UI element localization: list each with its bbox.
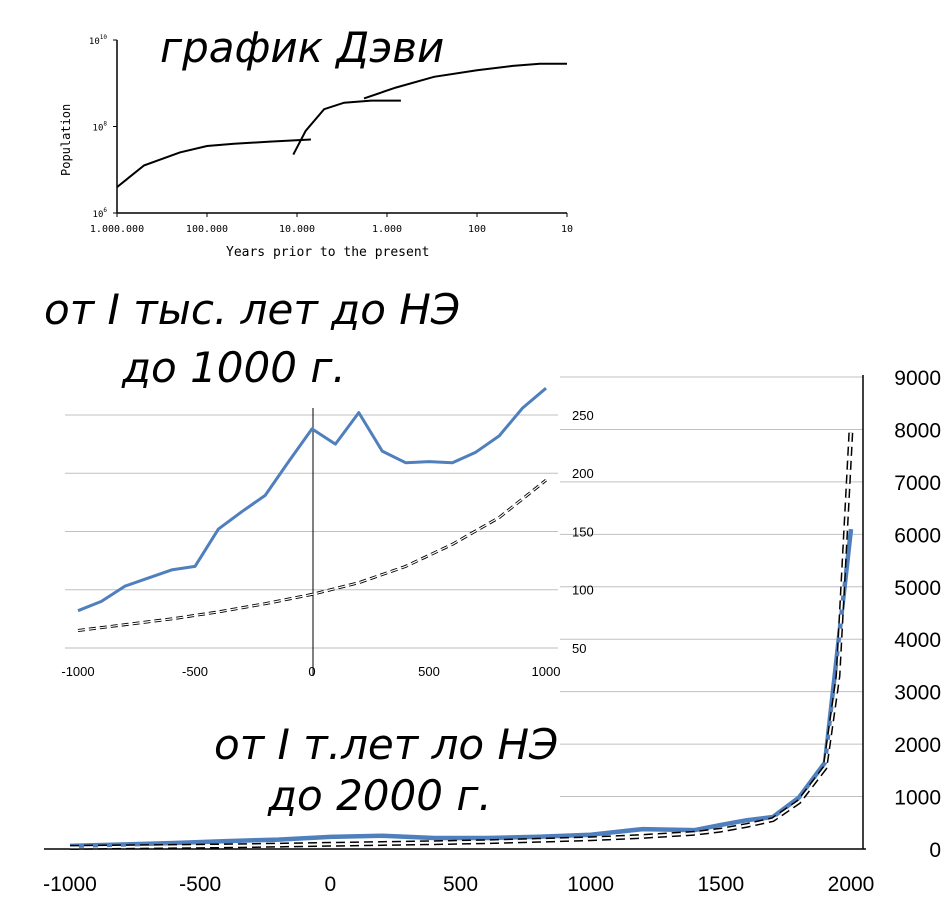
mid-x-tick-label: -500	[182, 664, 208, 679]
davis-y-tick-label: 1010	[89, 34, 107, 47]
full-y-tick-label: 3000	[894, 682, 941, 705]
davis-chart: Population Years prior to the present 1.…	[59, 34, 573, 260]
full-caption-line1: от I т.лет ло НЭ	[214, 720, 558, 769]
mid-solid-series	[77, 387, 547, 613]
full-y-tick-label: 6000	[894, 524, 941, 547]
davis-x-tick-label: 1.000.000	[90, 224, 144, 235]
full-x-tick-label: -500	[179, 873, 221, 896]
davis-y-ticks: 106 108 1010	[89, 34, 117, 220]
full-gridlines	[560, 376, 863, 798]
full-y-ticks: 0 1000 2000 3000 4000 5000 6000 7000 8000 9000	[894, 367, 941, 862]
full-lines	[69, 429, 854, 850]
full-y-tick-label: 5000	[894, 577, 941, 600]
davis-segment-line	[292, 99, 401, 156]
davis-y-tick-label: 108	[93, 121, 108, 134]
mid-x-tick-label: 0	[308, 664, 315, 679]
mid-dashed-series	[77, 479, 547, 632]
davis-x-tick-label: 10.000	[279, 224, 315, 235]
mid-lines	[77, 387, 547, 632]
mid-y-tick-label: 100	[572, 583, 594, 598]
full-caption-line2: до 2000 г.	[267, 771, 492, 820]
davis-x-tick-label: 10	[561, 224, 573, 235]
full-y-tick-label: 4000	[894, 629, 941, 652]
davis-caption: график Дэви	[160, 23, 444, 72]
mid-caption-line2: до 1000 г.	[121, 343, 346, 392]
full-x-tick-label: 1000	[567, 873, 614, 896]
full-y-tick-label: 2000	[894, 734, 941, 757]
full-x-ticks: -1000 -500 0 500 1000 1500 2000	[43, 873, 874, 896]
mid-x-tick-label: -1000	[61, 664, 94, 679]
davis-x-tick-label: 100	[468, 224, 486, 235]
mid-y-ticks: 50 100 150 200 250	[572, 408, 594, 656]
mid-y-tick-label: 50	[572, 641, 586, 656]
mid-caption-line1: от I тыс. лет до НЭ	[44, 285, 460, 334]
full-x-tick-label: 2000	[828, 873, 875, 896]
davis-x-ticks: 1.000.000 100.000 10.000 1.000 100 10	[90, 213, 573, 235]
full-y-tick-label: 8000	[894, 419, 941, 442]
mid-y-tick-label: 250	[572, 408, 594, 423]
davis-segment-line	[116, 138, 311, 188]
davis-x-tick-label: 100.000	[186, 224, 228, 235]
full-dashed-series	[69, 429, 852, 849]
full-chart: -1000 -500 0 500 1000 1500 2000 01000200030004…	[43, 367, 941, 896]
davis-x-tick-label: 1.000	[372, 224, 402, 235]
davis-lines	[116, 62, 567, 188]
mid-y-tick-label: 150	[572, 524, 594, 539]
mid-dashed-series-outline	[77, 479, 547, 632]
full-y-tick-label: 1000	[894, 787, 941, 810]
mid-x-ticks: -1000 -500 0 500 1000	[61, 664, 560, 679]
full-y-tick-label: 9000	[894, 367, 941, 390]
full-x-tick-label: 1500	[697, 873, 744, 896]
full-x-tick-label: 500	[443, 873, 478, 896]
davis-x-label: Years prior to the present	[226, 245, 430, 260]
mid-x-tick-label: 1000	[532, 664, 561, 679]
mid-gridlines	[65, 414, 558, 591]
mid-x-tick-label: 500	[418, 664, 440, 679]
full-x-tick-label: 0	[324, 873, 336, 896]
full-x-tick-label: -1000	[43, 873, 97, 896]
full-y-tick-label: 7000	[894, 472, 941, 495]
mid-chart: -1000 -500 0 500 1000 50 100 150 200 250	[61, 387, 594, 679]
davis-y-label: Population	[59, 104, 73, 176]
davis-y-tick-label: 106	[93, 207, 108, 220]
full-y-tick-label: 0	[929, 839, 941, 862]
davis-segment-line	[363, 62, 567, 100]
mid-y-tick-label: 200	[572, 466, 594, 481]
